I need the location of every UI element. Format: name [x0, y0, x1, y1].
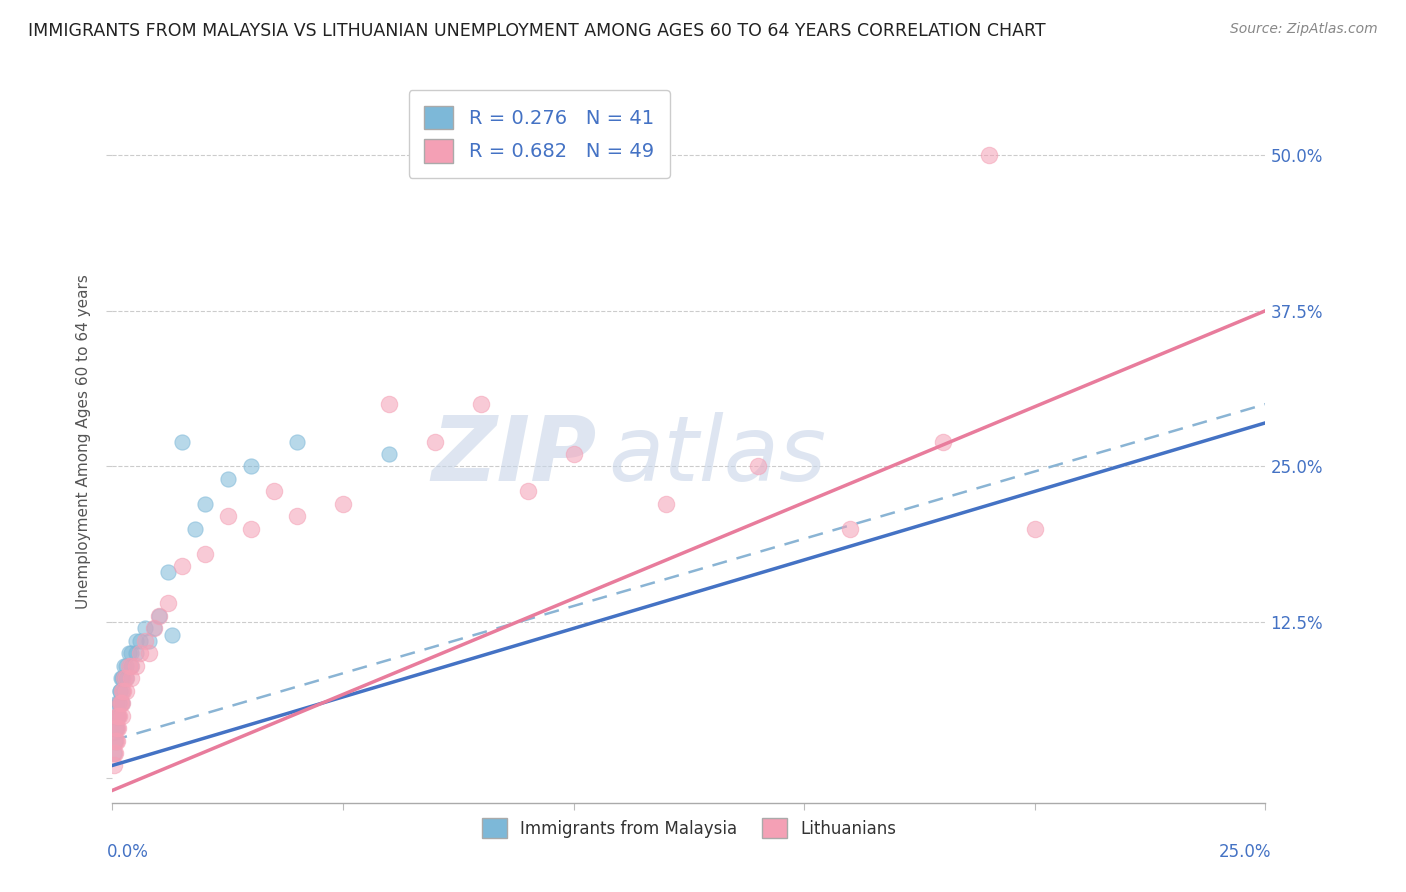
Point	[112, 658, 135, 673]
Point	[977, 148, 1000, 162]
Point	[148, 609, 170, 624]
Point	[170, 559, 193, 574]
Point	[108, 696, 131, 710]
Point	[129, 646, 152, 660]
Point	[104, 733, 127, 747]
Text: 0.0%: 0.0%	[107, 843, 149, 861]
Legend: Immigrants from Malaysia, Lithuanians: Immigrants from Malaysia, Lithuanians	[475, 812, 903, 845]
Point	[105, 708, 128, 723]
Text: Source: ZipAtlas.com: Source: ZipAtlas.com	[1230, 22, 1378, 37]
Point	[931, 434, 953, 449]
Point	[120, 646, 142, 660]
Point	[105, 708, 128, 723]
Point	[156, 566, 179, 580]
Point	[111, 683, 134, 698]
Point	[655, 497, 678, 511]
Point	[112, 671, 135, 685]
Point	[332, 497, 354, 511]
Point	[104, 733, 127, 747]
Text: 25.0%: 25.0%	[1219, 843, 1271, 861]
Point	[115, 671, 138, 685]
Point	[516, 484, 538, 499]
Point	[124, 658, 146, 673]
Point	[263, 484, 285, 499]
Point	[110, 696, 132, 710]
Point	[111, 671, 134, 685]
Point	[108, 683, 131, 698]
Point	[285, 434, 308, 449]
Point	[134, 633, 156, 648]
Point	[115, 658, 138, 673]
Point	[239, 459, 262, 474]
Point	[129, 633, 152, 648]
Text: atlas: atlas	[609, 412, 827, 500]
Point	[120, 658, 142, 673]
Point	[217, 509, 239, 524]
Point	[378, 447, 401, 461]
Point	[124, 633, 146, 648]
Point	[138, 633, 160, 648]
Point	[105, 721, 128, 735]
Point	[115, 671, 138, 685]
Point	[105, 721, 128, 735]
Point	[105, 696, 128, 710]
Point	[839, 522, 862, 536]
Text: ZIP: ZIP	[432, 412, 596, 500]
Point	[111, 671, 134, 685]
Point	[124, 646, 146, 660]
Point	[110, 671, 132, 685]
Point	[103, 746, 125, 760]
Point	[107, 708, 129, 723]
Point	[111, 708, 134, 723]
Point	[120, 671, 142, 685]
Point	[162, 627, 184, 641]
Point	[111, 696, 134, 710]
Point	[117, 658, 139, 673]
Point	[117, 646, 139, 660]
Point	[184, 522, 207, 536]
Point	[105, 721, 128, 735]
Point	[104, 746, 127, 760]
Point	[107, 708, 129, 723]
Point	[110, 683, 132, 698]
Point	[108, 708, 131, 723]
Point	[148, 609, 170, 624]
Point	[107, 708, 129, 723]
Point	[747, 459, 769, 474]
Point	[217, 472, 239, 486]
Point	[156, 597, 179, 611]
Point	[470, 397, 492, 411]
Point	[108, 696, 131, 710]
Point	[194, 547, 217, 561]
Point	[104, 733, 127, 747]
Text: IMMIGRANTS FROM MALAYSIA VS LITHUANIAN UNEMPLOYMENT AMONG AGES 60 TO 64 YEARS CO: IMMIGRANTS FROM MALAYSIA VS LITHUANIAN U…	[28, 22, 1046, 40]
Point	[378, 397, 401, 411]
Point	[107, 721, 129, 735]
Point	[143, 621, 166, 635]
Point	[111, 696, 134, 710]
Point	[194, 497, 217, 511]
Point	[562, 447, 585, 461]
Point	[105, 733, 128, 747]
Point	[104, 721, 127, 735]
Point	[103, 746, 125, 760]
Y-axis label: Unemployment Among Ages 60 to 64 years: Unemployment Among Ages 60 to 64 years	[76, 274, 91, 609]
Point	[105, 721, 128, 735]
Point	[111, 683, 134, 698]
Point	[425, 434, 447, 449]
Point	[134, 621, 156, 635]
Point	[138, 646, 160, 660]
Point	[239, 522, 262, 536]
Point	[170, 434, 193, 449]
Point	[120, 658, 142, 673]
Point	[1024, 522, 1046, 536]
Point	[111, 683, 134, 698]
Point	[104, 733, 127, 747]
Point	[108, 696, 131, 710]
Point	[115, 683, 138, 698]
Point	[143, 621, 166, 635]
Point	[103, 758, 125, 772]
Point	[285, 509, 308, 524]
